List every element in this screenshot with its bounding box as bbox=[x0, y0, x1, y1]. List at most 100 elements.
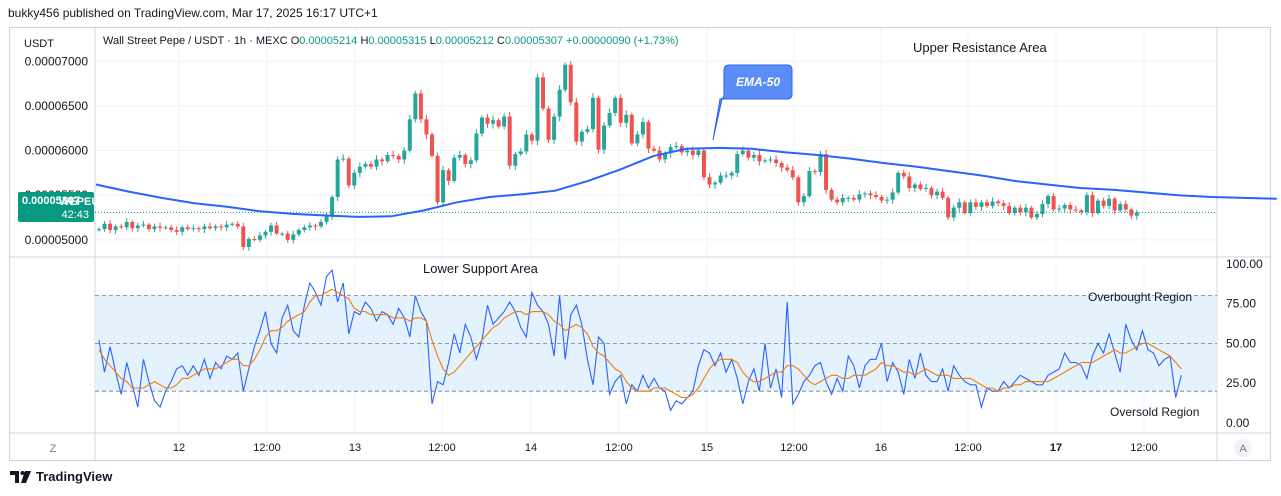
rsi-tick-label: 25.00 bbox=[1226, 376, 1256, 390]
change-value: +0.00000090 (+1.73%) bbox=[566, 35, 679, 47]
candle-body bbox=[1096, 200, 1100, 214]
candle-body bbox=[446, 170, 451, 181]
candle-body bbox=[174, 230, 179, 232]
ema-50-callout[interactable]: EMA-50 bbox=[712, 64, 793, 141]
candle-body bbox=[668, 146, 673, 154]
candle-body bbox=[169, 227, 174, 230]
rsi-tick-label: 0.00 bbox=[1226, 416, 1250, 430]
candle-body bbox=[435, 155, 440, 203]
time-tick-label: 17 bbox=[1050, 442, 1062, 454]
candle-body bbox=[524, 134, 529, 152]
rsi-ma-line[interactable] bbox=[98, 288, 1182, 399]
candle-body bbox=[763, 160, 767, 162]
candle-body bbox=[269, 225, 274, 232]
time-tick-label: 12:00 bbox=[605, 442, 633, 454]
candle-body bbox=[407, 119, 412, 151]
candle-body bbox=[1046, 196, 1051, 205]
candle-body bbox=[97, 229, 101, 231]
symbol-legend[interactable]: Wall Street Pepe / USDT · 1h · MEXC O0.0… bbox=[103, 35, 679, 47]
candle-body bbox=[230, 223, 235, 225]
candle-body bbox=[1057, 208, 1062, 210]
candle-body bbox=[296, 230, 301, 235]
candle-body bbox=[696, 150, 701, 155]
footer-brand[interactable]: TradingView bbox=[10, 469, 112, 484]
candle-body bbox=[929, 188, 934, 196]
candle-body bbox=[335, 159, 340, 197]
candle-body bbox=[529, 134, 534, 141]
candle-body bbox=[879, 196, 884, 201]
candle-body bbox=[1062, 205, 1067, 209]
candle-body bbox=[685, 150, 690, 153]
candle-body bbox=[213, 226, 218, 229]
candle-body bbox=[796, 177, 801, 203]
candle-body bbox=[363, 163, 368, 167]
candle-body bbox=[624, 114, 629, 123]
candle-body bbox=[263, 231, 268, 236]
open-label: O bbox=[290, 35, 300, 47]
timezone-button[interactable]: Z bbox=[50, 443, 57, 455]
candle-body bbox=[418, 93, 423, 120]
candle-body bbox=[652, 148, 656, 151]
candle-body bbox=[280, 233, 285, 235]
time-axis[interactable]: 12 12:00 13 12:00 14 12:00 15 12:00 16 12:00 17 12:… bbox=[173, 442, 1158, 454]
candle-body bbox=[291, 234, 296, 240]
candle-body bbox=[846, 197, 851, 199]
candle-body bbox=[585, 129, 590, 132]
time-tick-label: 12 bbox=[173, 442, 185, 454]
candle-body bbox=[479, 117, 484, 134]
candle-body bbox=[990, 201, 995, 206]
candle-body bbox=[424, 119, 429, 135]
candle-body bbox=[1012, 207, 1017, 214]
candle-body bbox=[402, 150, 407, 160]
candle-body bbox=[713, 182, 718, 185]
rsi-line[interactable] bbox=[98, 268, 1182, 412]
candle-body bbox=[768, 159, 773, 161]
candle-body bbox=[890, 192, 895, 200]
rsi-tick-label: 75.00 bbox=[1226, 297, 1256, 311]
candle-body bbox=[341, 158, 346, 160]
candle-body bbox=[574, 102, 579, 142]
candle-body bbox=[1001, 203, 1006, 206]
candle-body bbox=[801, 196, 806, 203]
rsi-axis[interactable]: 100.00 75.00 50.00 25.00 0.00 bbox=[1226, 257, 1263, 430]
price-axis[interactable]: 0.000070000.000065000.000060000.00005500… bbox=[25, 54, 89, 247]
ema-50-line[interactable] bbox=[95, 146, 1277, 218]
candle-body bbox=[196, 228, 201, 230]
candle-body bbox=[785, 167, 790, 171]
candle-body bbox=[901, 172, 906, 177]
price-tag-countdown: 42:43 bbox=[61, 209, 89, 221]
candle-body bbox=[1118, 204, 1123, 211]
candle-body bbox=[563, 64, 568, 90]
candle-body bbox=[124, 221, 129, 228]
candle-body bbox=[757, 155, 762, 162]
candle-body bbox=[319, 221, 323, 227]
candle-body bbox=[552, 116, 557, 140]
candle-body bbox=[274, 225, 279, 234]
candle-body bbox=[235, 223, 240, 227]
upper-resistance-label: Upper Resistance Area bbox=[913, 40, 1047, 55]
candle-body bbox=[219, 226, 224, 228]
candle-body bbox=[396, 155, 401, 160]
candle-body bbox=[502, 116, 507, 127]
candle-body bbox=[313, 225, 318, 227]
candle-body bbox=[1101, 200, 1106, 206]
candle-body bbox=[746, 150, 751, 158]
auto-scale-button-bg[interactable] bbox=[1234, 439, 1252, 457]
candle-body bbox=[1034, 213, 1039, 218]
candle-body bbox=[385, 155, 390, 162]
time-tick-label: 15 bbox=[701, 442, 713, 454]
candle-body bbox=[718, 175, 723, 183]
currency-label[interactable]: USDT bbox=[24, 38, 54, 50]
candle-body bbox=[180, 227, 185, 232]
candle-body bbox=[674, 146, 679, 148]
candle-body bbox=[590, 97, 595, 130]
candle-body bbox=[729, 172, 734, 176]
auto-scale-button[interactable]: A bbox=[1239, 443, 1247, 455]
candle-body bbox=[812, 171, 817, 173]
candle-body bbox=[618, 97, 623, 123]
candle-body bbox=[557, 89, 562, 117]
candle-body bbox=[918, 184, 923, 189]
candle-body bbox=[962, 202, 967, 214]
candle-body bbox=[102, 223, 107, 230]
